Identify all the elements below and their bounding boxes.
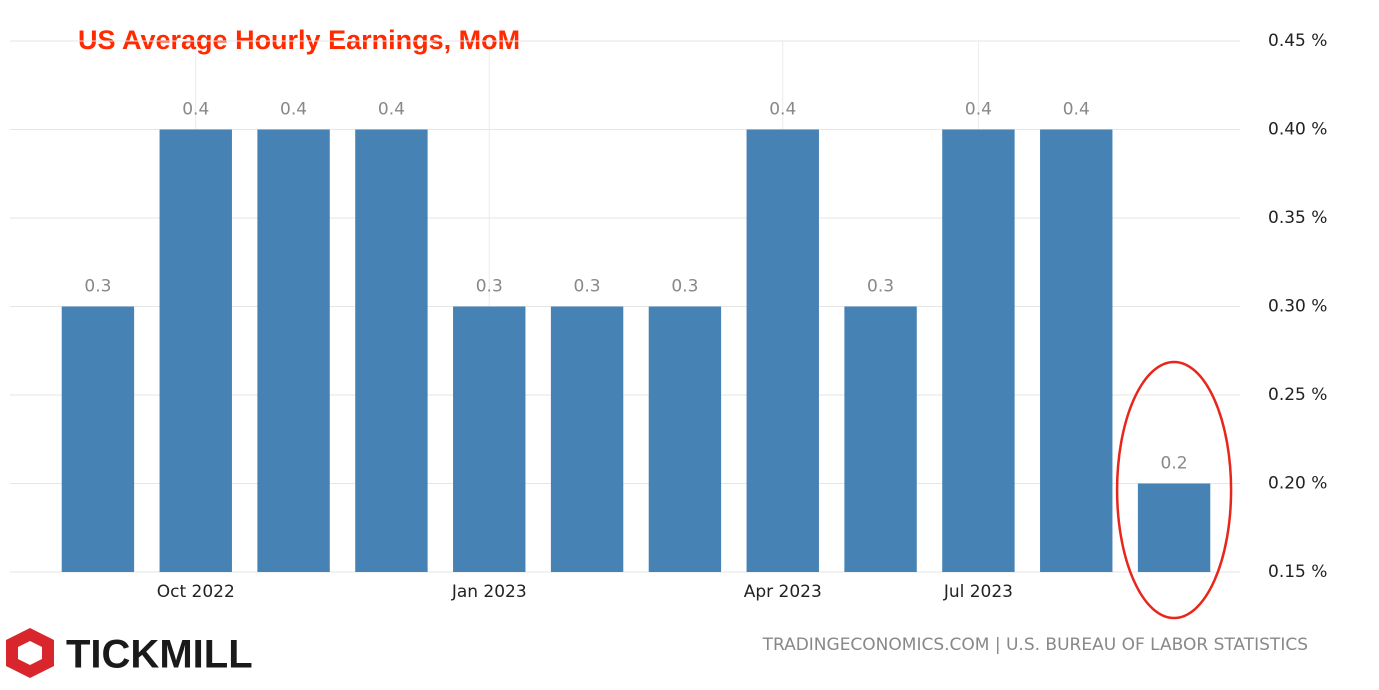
brand-name: TICKMILL bbox=[66, 633, 253, 677]
x-tick-label: Jul 2023 bbox=[943, 582, 1013, 602]
logo-icon-inner bbox=[18, 641, 42, 665]
value-label: 0.4 bbox=[378, 100, 405, 120]
value-label: 0.2 bbox=[1161, 454, 1188, 474]
value-label: 0.3 bbox=[867, 277, 894, 297]
bar bbox=[648, 306, 722, 572]
value-label: 0.4 bbox=[280, 100, 307, 120]
value-label: 0.3 bbox=[84, 277, 111, 297]
value-label: 0.4 bbox=[965, 100, 992, 120]
brand-logo: TICKMILL bbox=[6, 628, 253, 678]
y-tick-label: 0.35 % bbox=[1268, 208, 1327, 228]
value-label: 0.4 bbox=[769, 100, 796, 120]
x-tick-label: Jan 2023 bbox=[451, 582, 527, 602]
bar bbox=[550, 306, 624, 572]
highlight-ellipse bbox=[1115, 360, 1233, 620]
x-tick-label: Oct 2022 bbox=[157, 582, 235, 602]
chart-title: US Average Hourly Earnings, MoM bbox=[78, 25, 520, 55]
bar bbox=[257, 129, 330, 572]
y-tick-label: 0.25 % bbox=[1268, 385, 1327, 405]
bar bbox=[159, 129, 232, 572]
value-label: 0.4 bbox=[182, 100, 209, 120]
bar bbox=[453, 306, 526, 572]
y-tick-label: 0.15 % bbox=[1268, 562, 1327, 582]
bar bbox=[1040, 129, 1113, 572]
y-tick-label: 0.45 % bbox=[1268, 31, 1327, 51]
y-tick-label: 0.40 % bbox=[1268, 120, 1327, 140]
bar bbox=[746, 129, 819, 572]
bar bbox=[355, 129, 428, 572]
value-label: 0.3 bbox=[476, 277, 503, 297]
y-tick-label: 0.30 % bbox=[1268, 297, 1327, 317]
bar bbox=[844, 306, 917, 572]
bar bbox=[61, 306, 135, 572]
value-label: 0.3 bbox=[671, 277, 698, 297]
source: TRADINGECONOMICS.COM | U.S. BUREAU OF LA… bbox=[762, 635, 1308, 655]
value-label: 0.4 bbox=[1063, 100, 1090, 120]
bar bbox=[1137, 483, 1211, 572]
y-tick-label: 0.20 % bbox=[1268, 474, 1327, 494]
value-label: 0.3 bbox=[574, 277, 601, 297]
x-tick-label: Apr 2023 bbox=[744, 582, 822, 602]
bar bbox=[942, 129, 1015, 572]
